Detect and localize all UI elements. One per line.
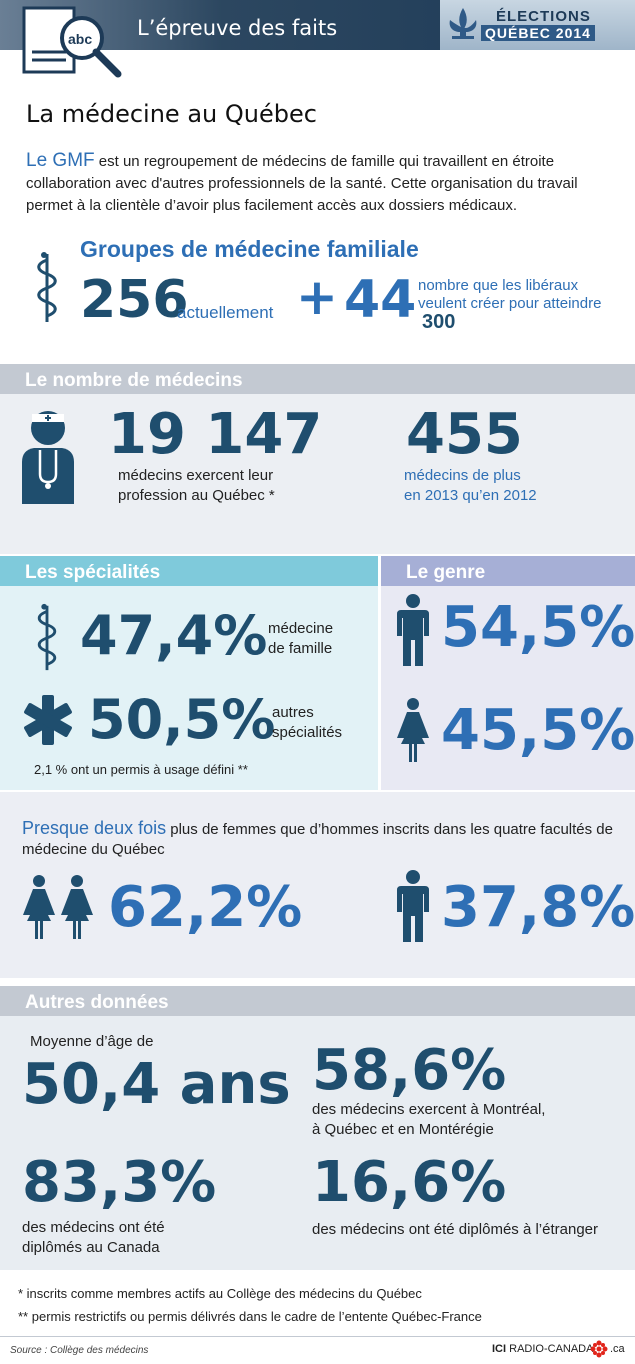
students-text: plus de femmes que d’hommes inscrits dan… <box>22 821 613 858</box>
fleur-de-lis-icon <box>449 8 477 39</box>
gender-men-value: 54,5% <box>441 595 635 660</box>
gmf-title: Groupes de médecine familiale <box>80 236 419 262</box>
specialties-family-label: médecine de famille <box>268 619 333 659</box>
specialties-footnote: 2,1 % ont un permis à usage défini ** <box>34 762 248 777</box>
other-age-label: Moyenne d’âge de <box>30 1033 154 1050</box>
elections-title: ÉLECTIONS <box>496 8 591 25</box>
woman-icon <box>61 875 93 939</box>
radio-canada-logo-icon <box>590 1340 608 1358</box>
doctors-section-bar: Le nombre de médecins <box>0 364 635 394</box>
other-section-bar: Autres données <box>0 986 635 1016</box>
gmf-plus: + <box>296 268 338 326</box>
other-canada-label-1: des médecins ont été <box>22 1219 165 1236</box>
other-regions-label: des médecins exercent à Montréal, à Québ… <box>312 1100 545 1140</box>
gender-women-value: 45,5% <box>441 698 635 763</box>
other-regions-value: 58,6% <box>312 1038 507 1103</box>
woman-icon <box>23 875 55 939</box>
students-panel <box>0 792 635 978</box>
gmf-new-value: 44 <box>344 270 417 330</box>
specialties-section-bar: Les spécialités <box>0 556 378 586</box>
doctors-total-value: 19 147 <box>108 402 323 467</box>
radio-canada-brand: ICI RADIO-CANADA <box>492 1343 593 1355</box>
other-age-value: 50,4 ans <box>22 1052 291 1117</box>
intro-paragraph: Le GMF est un regroupement de médecins d… <box>26 150 606 217</box>
other-regions-label-2: à Québec et en Montérégie <box>312 1121 494 1138</box>
man-icon <box>397 870 429 942</box>
students-men-value: 37,8% <box>441 875 635 940</box>
footnote-two: ** permis restrictifs ou permis délivrés… <box>18 1309 482 1324</box>
other-regions-label-1: des médecins exercent à Montréal, <box>312 1101 546 1118</box>
specialties-other-label-1: autres <box>272 704 314 721</box>
doctors-total-label-2: profession au Québec * <box>118 487 275 504</box>
specialties-panel <box>0 586 378 790</box>
brand-ici: ICI <box>492 1343 507 1355</box>
specialties-other-label-2: spécialités <box>272 724 343 741</box>
logo-text: abc <box>68 31 92 47</box>
students-women-value: 62,2% <box>108 875 303 940</box>
gmf-target: 300 <box>422 311 456 333</box>
asterisk-icon <box>24 695 72 745</box>
specialties-other-value: 50,5% <box>88 688 276 751</box>
doctors-increase-label-1: médecins de plus <box>404 467 521 484</box>
header-title: L’épreuve des faits <box>137 16 338 40</box>
elections-subtitle: QUÉBEC 2014 <box>481 25 595 41</box>
doctor-icon <box>22 411 74 504</box>
other-abroad-value: 16,6% <box>312 1150 507 1215</box>
students-paragraph: Presque deux fois plus de femmes que d’h… <box>22 818 622 860</box>
gender-panel <box>381 586 635 790</box>
doctors-increase-label-2: en 2013 qu’en 2012 <box>404 487 537 504</box>
brand-name: RADIO-CANADA <box>509 1343 594 1355</box>
doctors-increase-value: 455 <box>406 402 523 467</box>
intro-text: est un regroupement de médecins de famil… <box>26 153 578 214</box>
man-icon <box>397 594 429 666</box>
source-line: Source : Collège des médecins <box>10 1345 148 1356</box>
specialties-other-label: autres spécialités <box>272 703 342 743</box>
other-canada-value: 83,3% <box>22 1150 217 1215</box>
gmf-current-value: 256 <box>80 270 189 330</box>
doctors-panel <box>0 394 635 554</box>
footnote-one: * inscrits comme membres actifs au Collè… <box>18 1286 422 1301</box>
specialties-family-label-2: de famille <box>268 640 333 657</box>
other-canada-label-2: diplômés au Canada <box>22 1239 160 1256</box>
brand-tld: .ca <box>610 1343 625 1355</box>
caduceus-icon <box>37 252 57 322</box>
footer-divider <box>0 1336 635 1337</box>
other-panel <box>0 1016 635 1270</box>
gmf-new-label: nombre que les libéraux veulent créer po… <box>418 277 608 333</box>
intro-lead: Le GMF <box>26 150 95 171</box>
gender-section-bar: Le genre <box>381 556 635 586</box>
specialties-family-label-1: médecine <box>268 620 334 637</box>
students-lead: Presque deux fois <box>22 818 167 838</box>
gmf-current-label: actuellement <box>177 303 274 322</box>
page-title: La médecine au Québec <box>26 100 317 128</box>
gmf-new-label-text: nombre que les libéraux veulent créer po… <box>418 277 602 312</box>
doctors-increase-label: médecins de plus en 2013 qu’en 2012 <box>404 466 537 506</box>
specialties-family-value: 47,4% <box>80 604 268 667</box>
magnifier-document-icon: abc <box>22 6 122 78</box>
caduceus-icon <box>37 603 57 671</box>
other-abroad-label: des médecins ont été diplômés à l’étrang… <box>312 1221 598 1238</box>
doctors-total-label: médecins exercent leur profession au Qué… <box>118 466 275 506</box>
source-label: Source <box>10 1345 42 1356</box>
woman-icon <box>397 698 429 762</box>
doctors-total-label-1: médecins exercent leur <box>118 467 274 484</box>
other-canada-label: des médecins ont été diplômés au Canada <box>22 1218 165 1258</box>
source-text: : Collège des médecins <box>41 1345 149 1356</box>
